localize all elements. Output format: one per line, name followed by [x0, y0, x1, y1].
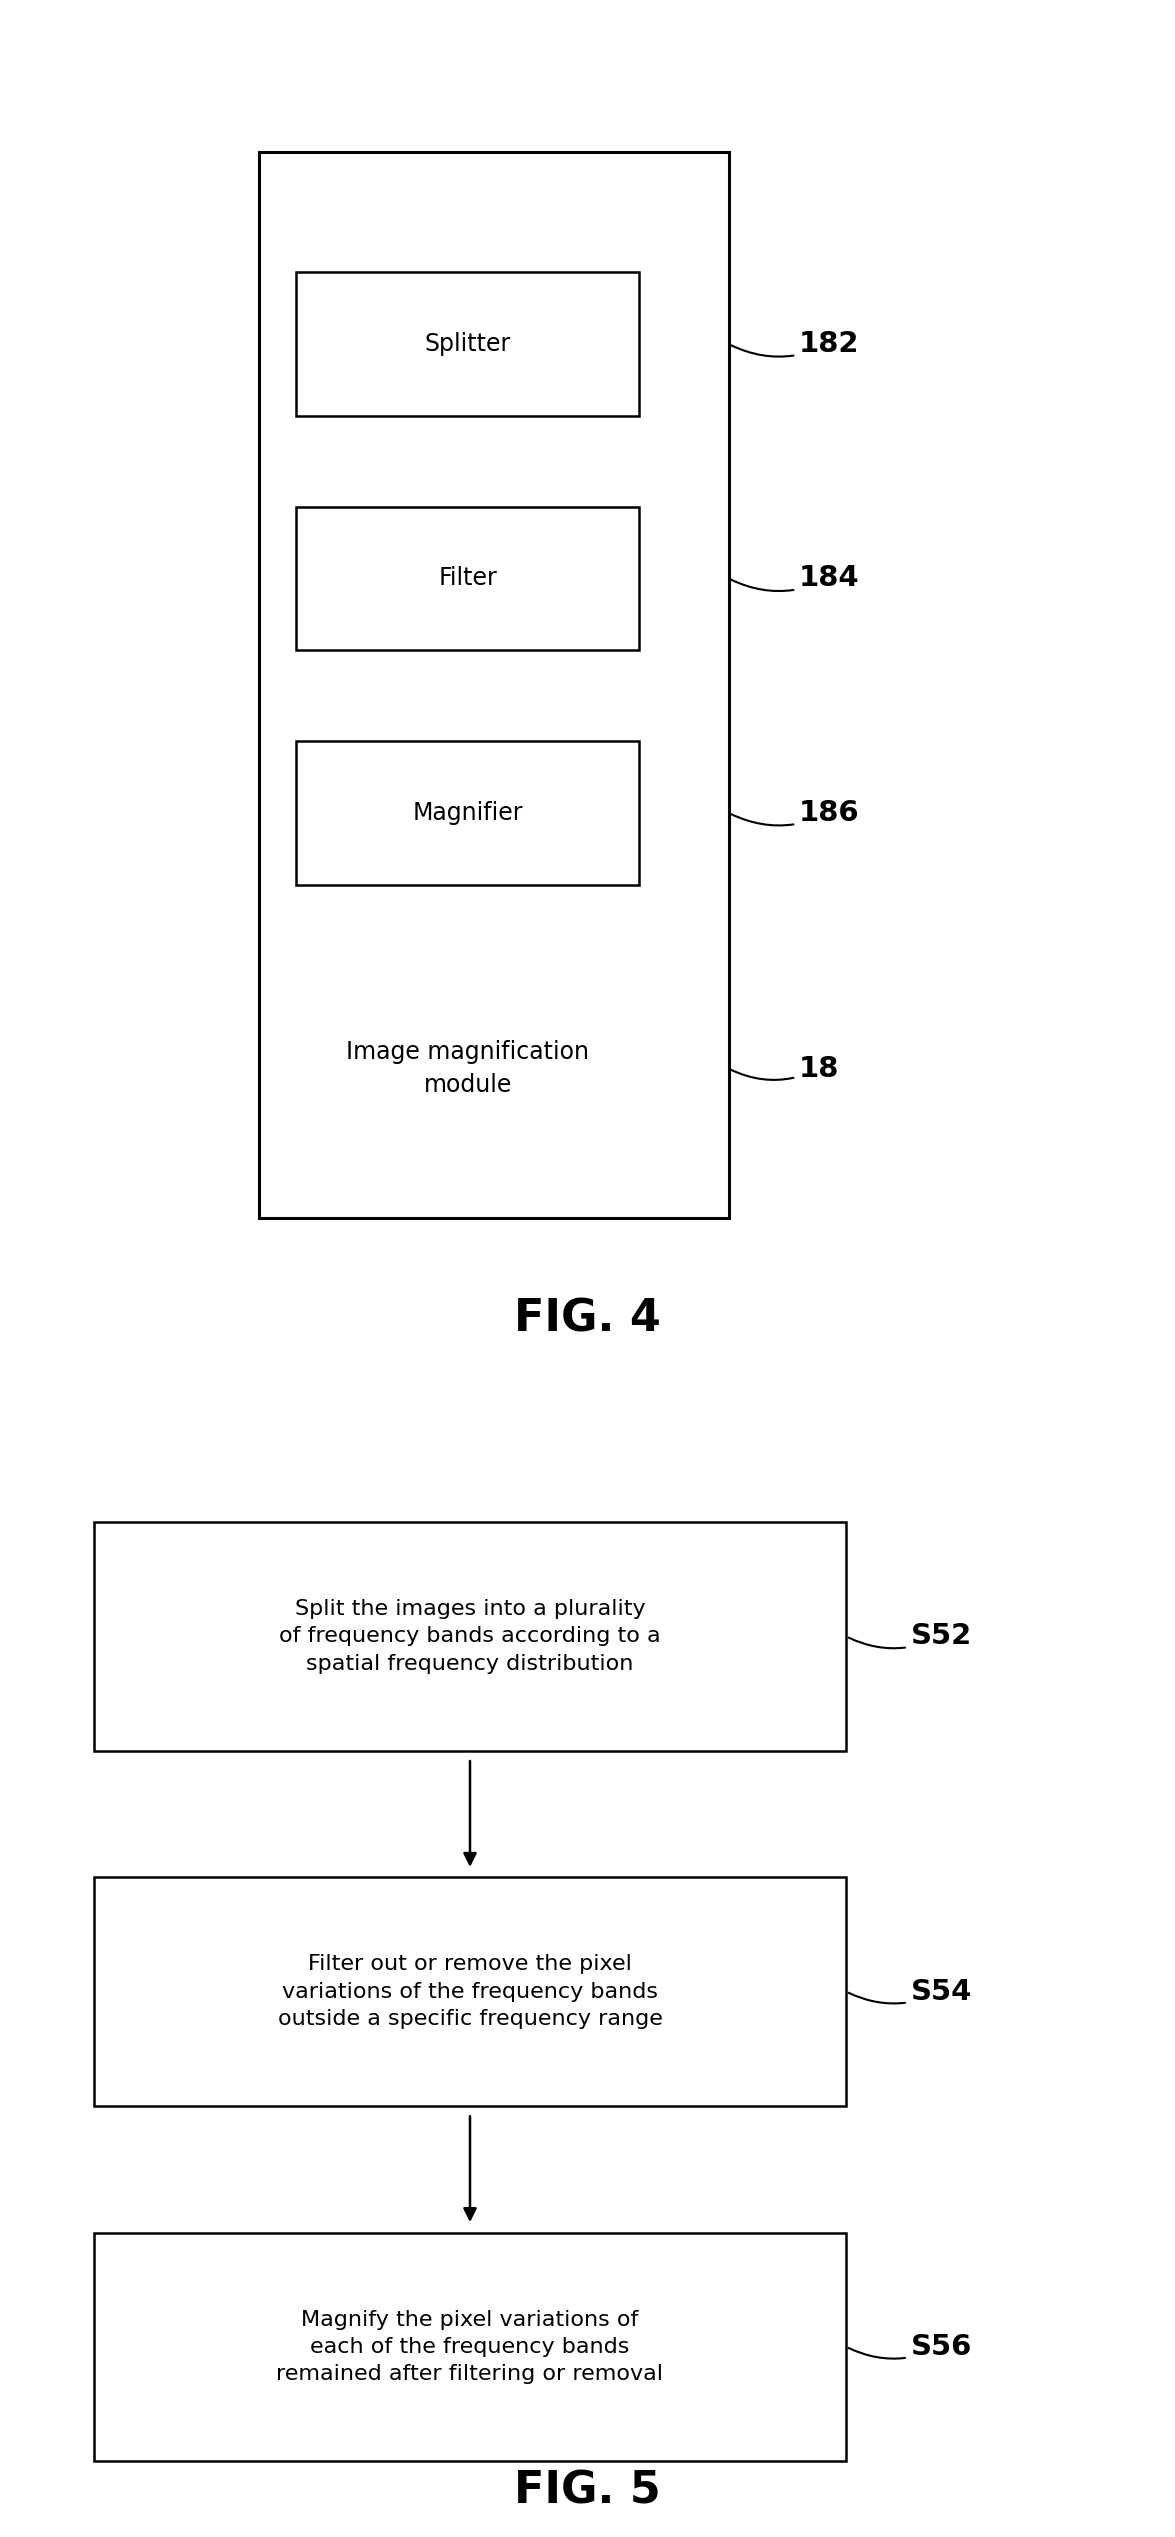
Text: FIG. 5: FIG. 5 [515, 2471, 660, 2512]
Text: Magnifier: Magnifier [412, 802, 523, 825]
Bar [258, 152, 728, 1218]
Bar [94, 1522, 846, 1751]
Text: Filter out or remove the pixel
variations of the frequency bands
outside a speci: Filter out or remove the pixel variation… [277, 1953, 663, 2030]
Text: Filter: Filter [438, 566, 497, 591]
Text: S54: S54 [848, 1976, 972, 2007]
Bar [296, 741, 639, 885]
Text: Magnify the pixel variations of
each of the frequency bands
remained after filte: Magnify the pixel variations of each of … [276, 2309, 664, 2385]
Bar [94, 2233, 846, 2461]
Bar [296, 271, 639, 416]
Text: 184: 184 [731, 563, 860, 594]
Text: Split the images into a plurality
of frequency bands according to a
spatial freq: Split the images into a plurality of fre… [280, 1598, 660, 1674]
Bar [94, 1877, 846, 2106]
Text: S52: S52 [848, 1621, 972, 1652]
Text: Splitter: Splitter [424, 332, 511, 355]
Text: 186: 186 [731, 799, 860, 827]
Bar [296, 507, 639, 649]
Text: Image magnification
module: Image magnification module [347, 1040, 589, 1099]
Text: 182: 182 [731, 330, 859, 358]
Text: 18: 18 [731, 1055, 839, 1083]
Text: S56: S56 [848, 2332, 972, 2362]
Text: FIG. 4: FIG. 4 [515, 1299, 660, 1340]
